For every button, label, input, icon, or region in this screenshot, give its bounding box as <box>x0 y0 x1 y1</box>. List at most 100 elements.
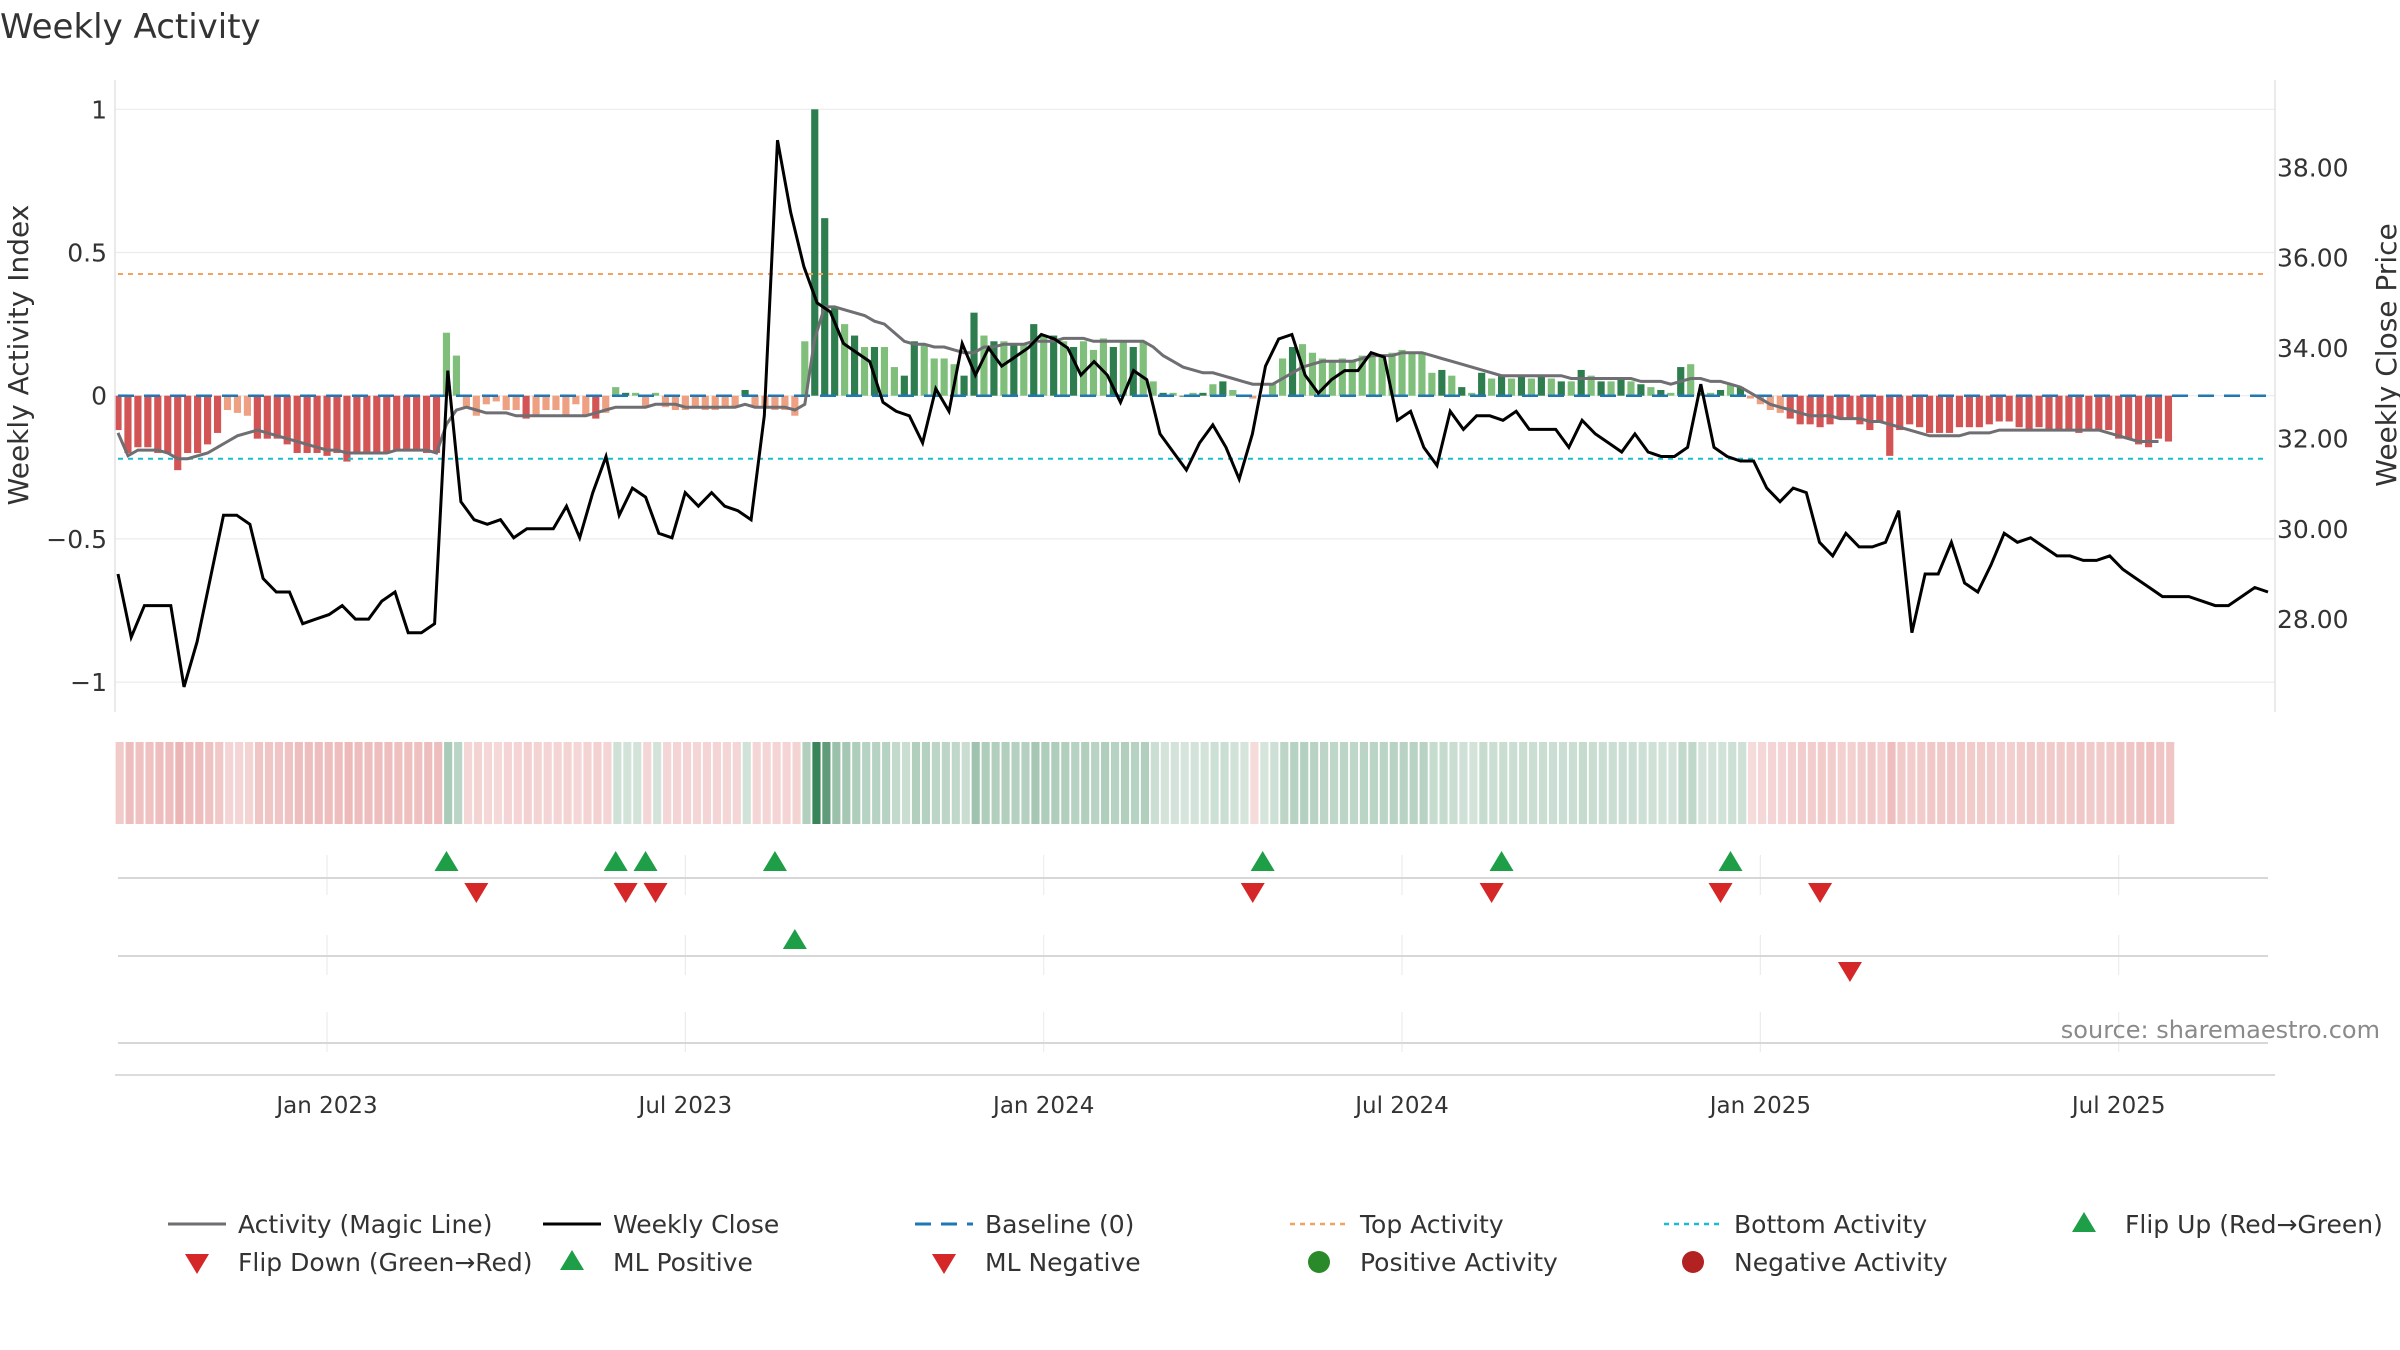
strip-cell <box>1250 742 1259 824</box>
activity-bar <box>1348 361 1356 396</box>
activity-bar <box>283 395 291 445</box>
activity-bar <box>303 395 311 453</box>
strip-cell <box>274 742 284 824</box>
activity-bar <box>263 395 271 439</box>
activity-bar <box>661 395 670 408</box>
activity-bar <box>900 375 908 396</box>
activity-bar <box>1776 395 1784 413</box>
activity-bar <box>1627 381 1635 396</box>
strip-cell <box>1539 742 1548 824</box>
strip-cell <box>653 742 662 824</box>
strip-cell <box>1608 742 1617 824</box>
strip-cell <box>633 742 642 824</box>
activity-bar <box>791 395 799 416</box>
strip-cell <box>872 742 881 824</box>
y2-tick-label: 34.00 <box>2277 334 2349 363</box>
strip-cell <box>2046 742 2055 824</box>
strip-cell <box>1051 742 1060 824</box>
activity-bar <box>592 395 600 419</box>
strip-cell <box>1887 742 1896 824</box>
activity-bar <box>1577 369 1585 396</box>
strip-cell <box>1071 742 1080 824</box>
strip-cell <box>1907 742 1916 824</box>
y-tick-label: −1 <box>70 668 107 697</box>
activity-bar <box>2115 395 2123 439</box>
activity-heat-strip <box>115 742 2175 824</box>
flip-up-marker <box>633 851 658 871</box>
activity-bar <box>1547 378 1555 396</box>
strip-cell <box>394 742 403 824</box>
activity-bar <box>1955 395 1964 428</box>
activity-bar <box>462 395 470 408</box>
strip-cell <box>483 742 493 824</box>
strip-cell <box>1320 742 1329 824</box>
legend-swatch-circle <box>1682 1251 1704 1273</box>
strip-cell <box>812 742 821 824</box>
activity-bar <box>1030 324 1038 396</box>
strip-cell <box>1817 742 1826 824</box>
activity-bar <box>1209 384 1217 396</box>
legend-label: Flip Down (Green→Red) <box>238 1248 533 1277</box>
legend-label: ML Positive <box>613 1248 753 1277</box>
legend-label: Negative Activity <box>1734 1248 1948 1277</box>
legend-item-ml_pos: ML Positive <box>560 1248 753 1277</box>
strip-cell <box>1429 742 1438 824</box>
activity-bar <box>1716 389 1725 396</box>
strip-cell <box>1728 742 1737 824</box>
strip-cell <box>1469 742 1478 824</box>
strip-cell <box>264 742 274 824</box>
strip-cell <box>2166 742 2175 824</box>
activity-bar <box>1945 395 1954 433</box>
activity-bar <box>1458 387 1466 396</box>
activity-bar <box>1438 369 1446 396</box>
strip-cell <box>1140 742 1150 824</box>
ml-positive-marker <box>782 929 807 949</box>
strip-cell <box>254 742 264 824</box>
activity-bar <box>811 109 819 396</box>
activity-bar <box>1358 355 1366 396</box>
x-tick-label: Jul 2025 <box>2070 1093 2166 1119</box>
activity-bar <box>2005 395 2013 422</box>
strip-cell <box>404 742 413 824</box>
activity-bar <box>1060 341 1068 396</box>
x-tick-label: Jul 2023 <box>637 1093 733 1119</box>
strip-cell <box>1389 742 1398 824</box>
activity-bar <box>562 395 570 416</box>
activity-bar <box>1965 395 1973 428</box>
activity-bar <box>1736 387 1745 396</box>
activity-bar <box>831 306 839 396</box>
y2-tick-label: 32.00 <box>2277 424 2349 453</box>
strip-cell <box>1738 742 1747 824</box>
activity-bar <box>841 324 849 396</box>
strip-cell <box>245 742 254 824</box>
strip-cell <box>1170 742 1179 824</box>
strip-cell <box>1976 742 1986 824</box>
strip-cell <box>205 742 214 824</box>
legend-swatch-triangle-down <box>932 1254 956 1274</box>
x-tick-label: Jan 2023 <box>274 1093 377 1119</box>
strip-cell <box>1399 742 1408 824</box>
strip-cell <box>1678 742 1687 824</box>
flip-down-marker <box>1240 883 1265 903</box>
strip-cell <box>1688 742 1697 824</box>
activity-bar <box>781 395 789 411</box>
strip-cell <box>1529 742 1538 824</box>
strip-cell <box>772 742 781 824</box>
activity-bar <box>174 395 182 471</box>
activity-bar <box>1846 395 1854 419</box>
legend-item-bottom: Bottom Activity <box>1664 1210 1927 1239</box>
strip-cell <box>1081 742 1090 824</box>
activity-bar <box>184 395 192 453</box>
strip-cell <box>1797 742 1806 824</box>
x-tick-label: Jul 2024 <box>1353 1093 1449 1119</box>
source-credit: source: sharemaestro.com <box>2061 1016 2380 1044</box>
legend-swatch-triangle-up <box>560 1250 584 1270</box>
activity-bar <box>1995 395 2003 422</box>
activity-bar <box>1746 395 1754 399</box>
y-tick-label: 0.5 <box>67 239 107 268</box>
strip-cell <box>1091 742 1100 824</box>
activity-bar <box>2125 395 2133 439</box>
strip-cell <box>493 742 503 824</box>
legend-swatch-triangle-down <box>185 1254 209 1274</box>
strip-cell <box>1280 742 1289 824</box>
